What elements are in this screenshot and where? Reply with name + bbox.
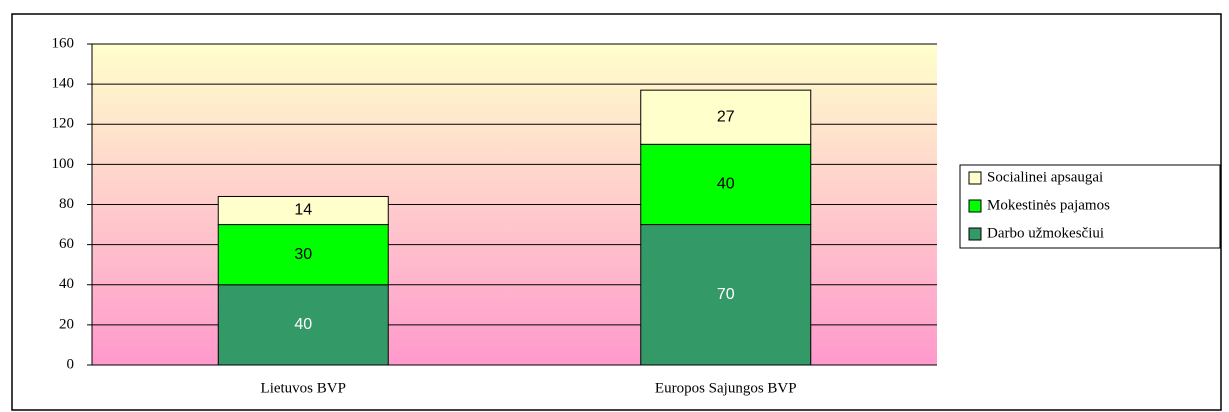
data-label: 14: [294, 202, 312, 219]
legend: [959, 164, 1221, 249]
y-tick-label: 0: [67, 356, 75, 372]
data-label: 27: [717, 108, 735, 125]
y-tick-label: 100: [52, 156, 75, 172]
legend-label: Darbo užmokesčiui: [987, 225, 1104, 241]
data-label: 40: [717, 176, 735, 193]
data-label: 30: [294, 246, 312, 263]
x-tick-label: Lietuvos BVP: [261, 380, 346, 396]
x-tick-label: Europos Sajungos BVP: [655, 380, 797, 396]
bar-segment: [217, 195, 389, 226]
y-tick-label: 140: [52, 76, 75, 92]
legend-label: Socialinei apsaugai: [987, 169, 1103, 185]
y-tick-label: 20: [59, 316, 74, 332]
y-tick-label: 40: [59, 276, 74, 292]
bar-segment: [640, 143, 812, 226]
y-tick-label: 60: [59, 236, 74, 252]
y-tick-label: 80: [59, 196, 74, 212]
bar-segment: [217, 224, 389, 286]
bar-segment: [640, 224, 812, 366]
legend-swatch: [968, 227, 982, 241]
bar-segment: [640, 89, 812, 145]
legend-swatch: [968, 171, 982, 185]
y-tick-label: 120: [52, 116, 75, 132]
y-tick-label: 160: [52, 35, 75, 51]
data-label: 40: [294, 316, 312, 333]
data-label: 70: [717, 286, 735, 303]
legend-label: Mokestinės pajamos: [987, 197, 1110, 213]
legend-swatch: [968, 199, 982, 213]
bar-segment: [217, 284, 389, 366]
